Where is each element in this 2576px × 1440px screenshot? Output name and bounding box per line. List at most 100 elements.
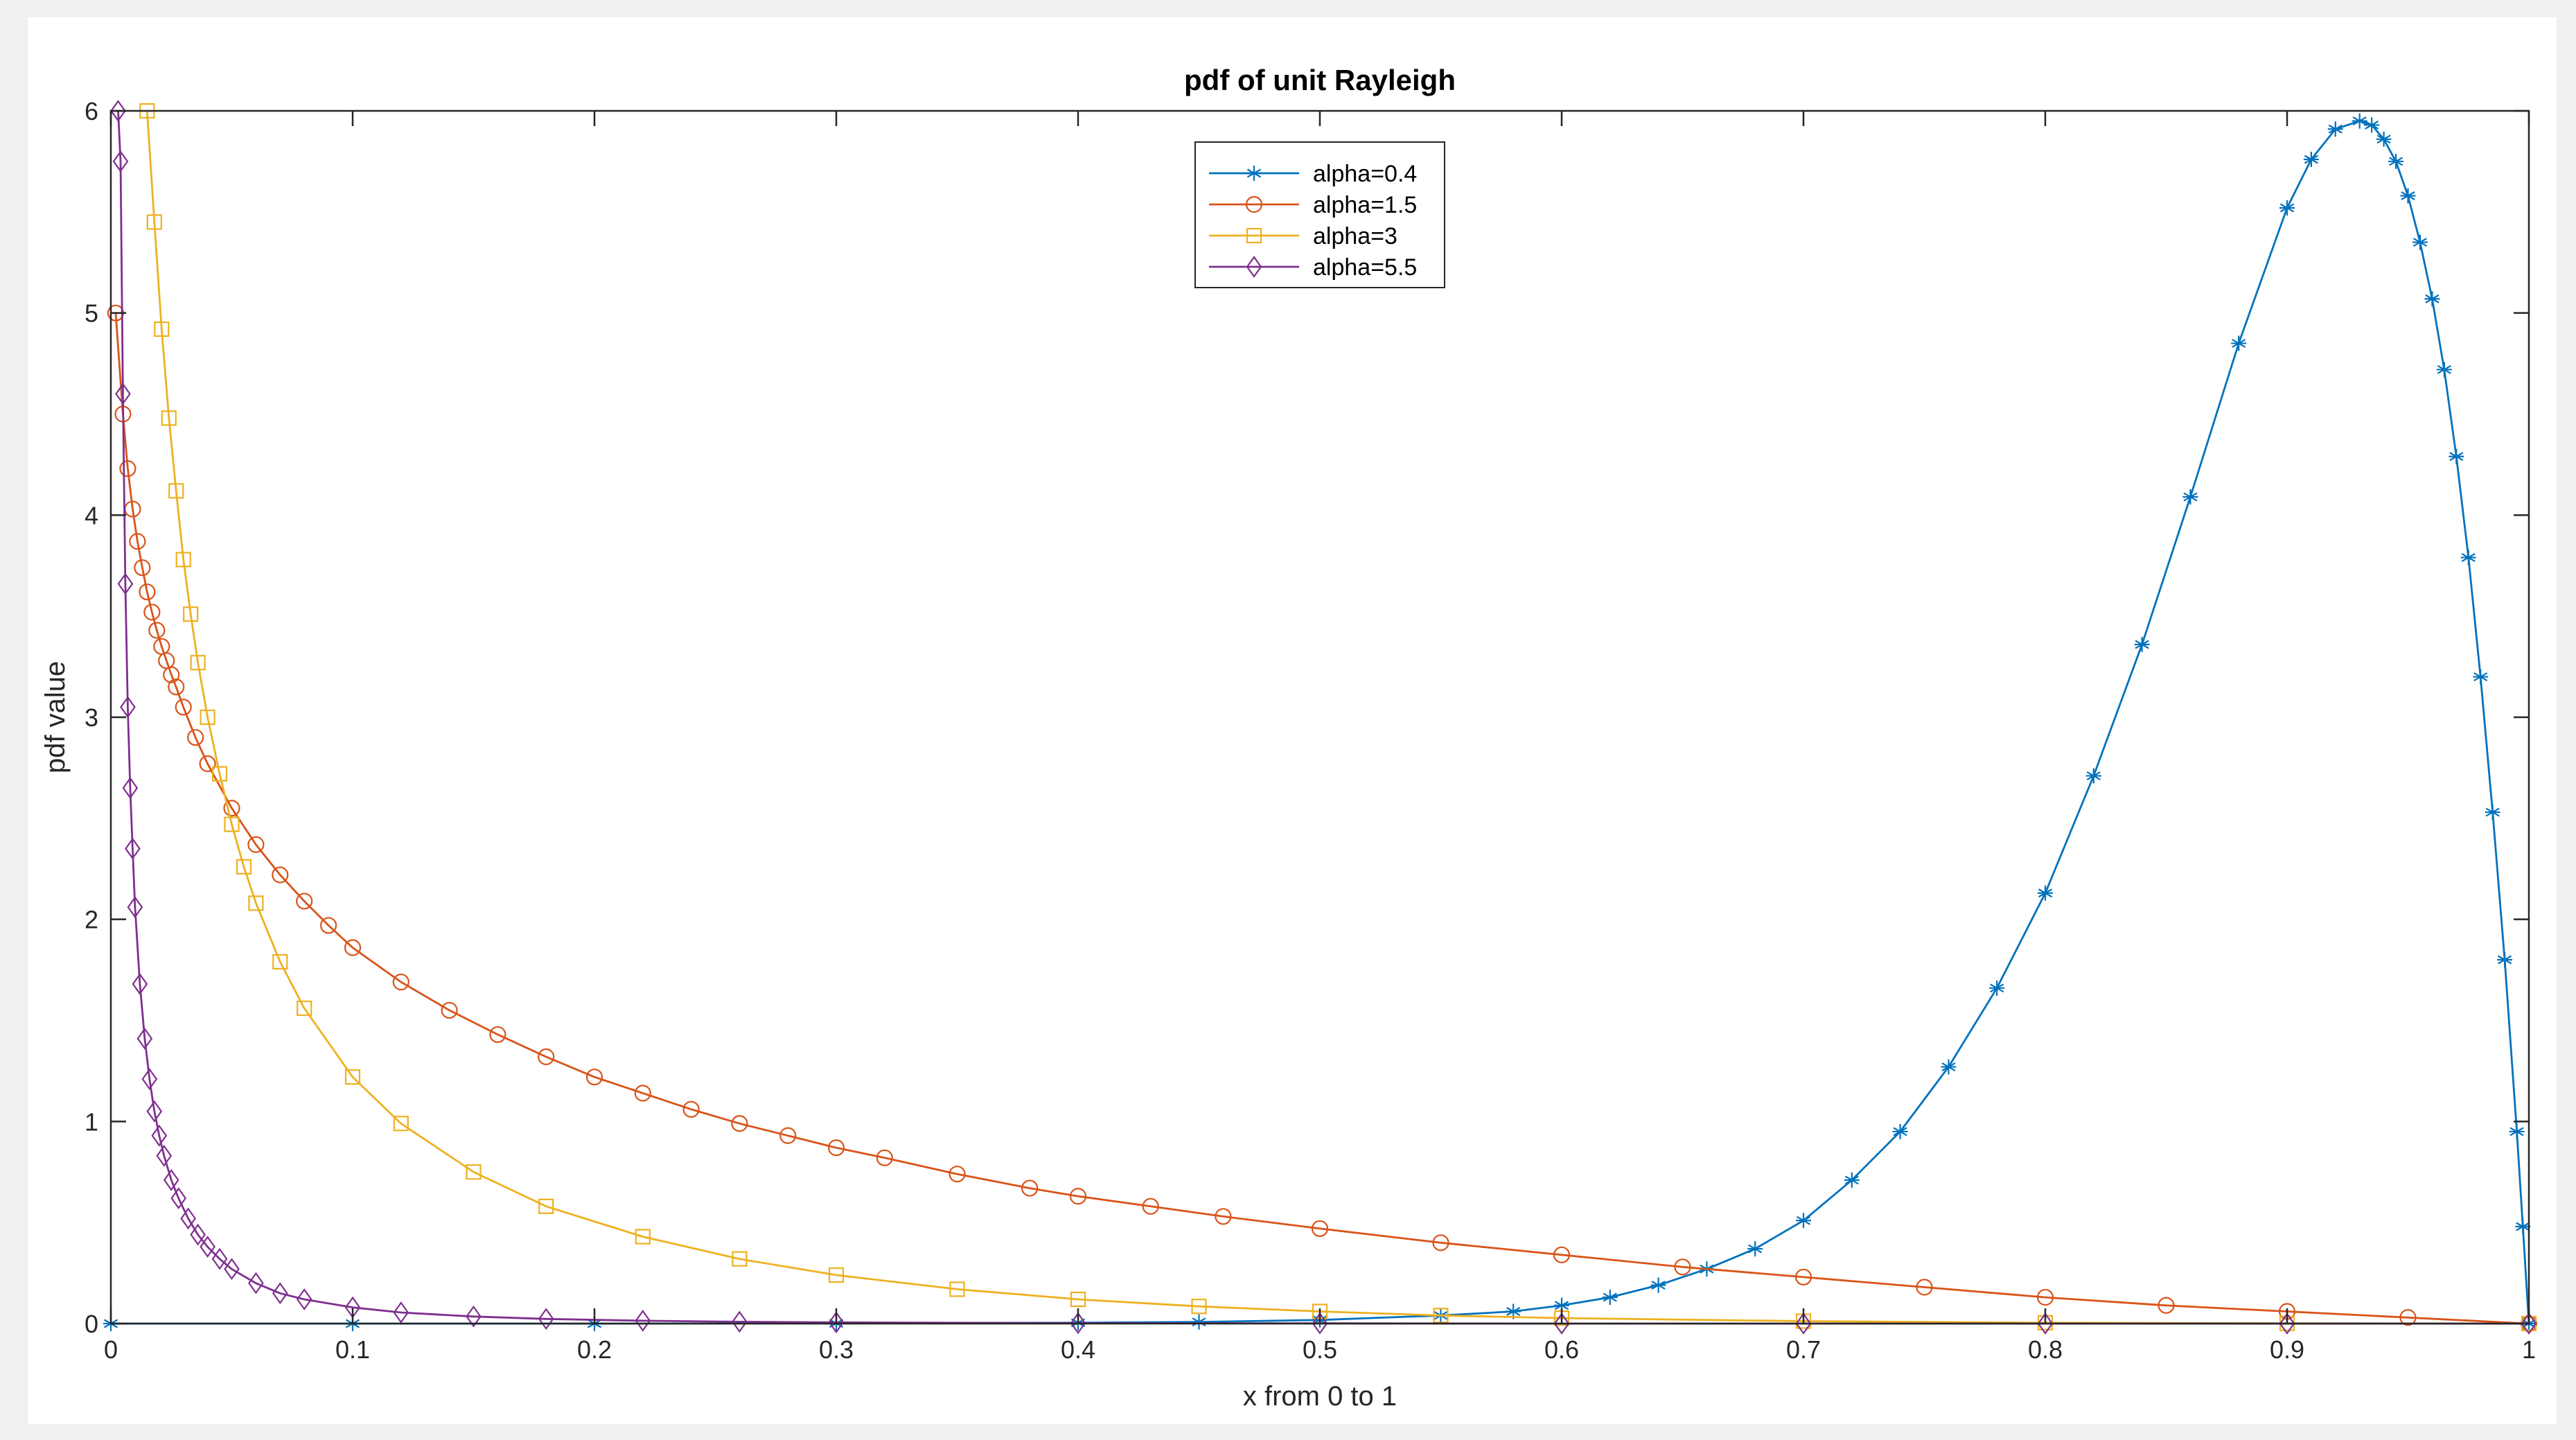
x-tick-label: 0.2	[577, 1335, 612, 1364]
data-point	[1070, 1312, 1086, 1335]
data-point	[441, 1001, 458, 1019]
data-point	[2400, 188, 2416, 204]
legend-entries: alpha=0.4 alpha=1.5 alpha=3 alpha=5.5	[1209, 161, 1417, 281]
data-point	[2388, 153, 2404, 169]
y-tick-label: 0	[85, 1310, 98, 1338]
data-point	[489, 1026, 506, 1044]
data-point	[2327, 121, 2343, 137]
x-tick-label: 0.6	[1544, 1335, 1579, 1364]
data-point	[163, 1169, 179, 1191]
data-point	[1311, 1220, 1329, 1238]
data-point	[125, 837, 141, 860]
data-point	[949, 1281, 965, 1297]
data-point	[1021, 1179, 1039, 1197]
data-point	[211, 766, 228, 782]
data-point	[211, 1247, 228, 1270]
data-point	[190, 655, 206, 671]
ticks-layer: 0 0.1 0.2 0.3 0.4 0.5 0.6 0.7 0.8 0.9 1 0 1 2 3 4 5 6	[85, 97, 2536, 1364]
data-point	[1070, 1291, 1086, 1308]
x-tick-label: 0.4	[1061, 1335, 1095, 1364]
data-point	[110, 100, 126, 122]
data-point	[1553, 1246, 1571, 1263]
legend[interactable]: alpha=0.4 alpha=1.5 alpha=3 alpha=5.5	[1194, 141, 1445, 288]
data-point	[297, 1000, 312, 1017]
plot-area[interactable]	[111, 111, 2529, 1324]
y-tick-label: 6	[85, 97, 98, 125]
data-point	[635, 1229, 651, 1245]
data-point	[120, 696, 136, 719]
data-point	[296, 893, 313, 910]
data-point	[344, 939, 362, 956]
data-point	[466, 1164, 482, 1180]
data-point	[141, 1068, 158, 1090]
legend-label: alpha=0.4	[1313, 161, 1417, 187]
legend-box	[1194, 141, 1445, 288]
data-point	[320, 917, 337, 934]
legend-entry[interactable]: alpha=1.5	[1209, 192, 1417, 218]
data-point	[1191, 1314, 1207, 1330]
data-point	[168, 483, 184, 499]
data-point	[1432, 1234, 1449, 1252]
data-point	[538, 1048, 555, 1066]
y-tick-label: 1	[85, 1107, 98, 1136]
data-point	[2085, 768, 2101, 784]
data-point	[466, 1305, 482, 1328]
data-point	[392, 973, 409, 991]
legend-entry[interactable]: alpha=5.5	[1209, 254, 1417, 281]
legend-label: alpha=1.5	[1313, 192, 1417, 218]
data-point	[1844, 1172, 1860, 1188]
data-point	[1602, 1290, 1618, 1306]
data-point	[2521, 1312, 2537, 1335]
x-axis-label: x from 0 to 1	[1243, 1381, 1397, 1412]
data-point	[393, 1301, 409, 1324]
data-point	[2182, 489, 2198, 505]
data-point	[190, 1223, 206, 1246]
data-point	[146, 214, 162, 230]
data-point	[143, 604, 161, 621]
data-point	[168, 678, 185, 696]
data-point	[2352, 113, 2367, 129]
data-point	[156, 1145, 173, 1167]
data-point	[682, 1100, 700, 1118]
data-point	[1674, 1258, 1691, 1276]
data-point	[187, 729, 204, 746]
data-point	[2036, 1288, 2054, 1306]
data-point	[115, 383, 131, 405]
y-tick-label: 2	[85, 906, 98, 934]
x-tick-label: 0.8	[2028, 1335, 2063, 1364]
data-point	[1916, 1279, 1933, 1296]
data-point	[2509, 1123, 2525, 1139]
data-point	[2158, 1297, 2175, 1314]
data-point	[634, 1085, 651, 1102]
data-point	[635, 1310, 651, 1332]
data-point	[2473, 669, 2489, 685]
data-point	[2424, 291, 2440, 307]
data-point	[2038, 885, 2053, 901]
data-point	[1989, 980, 2005, 996]
legend-label: alpha=5.5	[1313, 254, 1417, 281]
data-point	[129, 533, 146, 550]
data-point	[119, 460, 136, 477]
data-point	[1215, 1208, 1232, 1225]
data-point	[199, 755, 216, 773]
legend-entry[interactable]: alpha=3	[1209, 223, 1397, 249]
data-point	[828, 1267, 845, 1283]
data-point	[146, 1100, 163, 1123]
data-point	[132, 973, 148, 995]
legend-swatch-marker	[1246, 227, 1262, 244]
data-point	[2279, 200, 2295, 216]
data-point	[163, 666, 180, 683]
data-point	[139, 583, 156, 601]
y-tick-label: 5	[85, 299, 98, 328]
legend-entry[interactable]: alpha=0.4	[1209, 161, 1417, 187]
data-point	[2497, 952, 2513, 967]
data-point	[1142, 1197, 1159, 1215]
series-alpha=3	[139, 103, 2537, 1332]
data-point	[248, 895, 264, 911]
data-point	[731, 1115, 748, 1132]
y-axis-label: pdf value	[40, 661, 71, 773]
data-point	[127, 896, 143, 919]
data-point	[183, 606, 199, 622]
data-point	[585, 1069, 603, 1086]
data-point	[827, 1139, 845, 1157]
